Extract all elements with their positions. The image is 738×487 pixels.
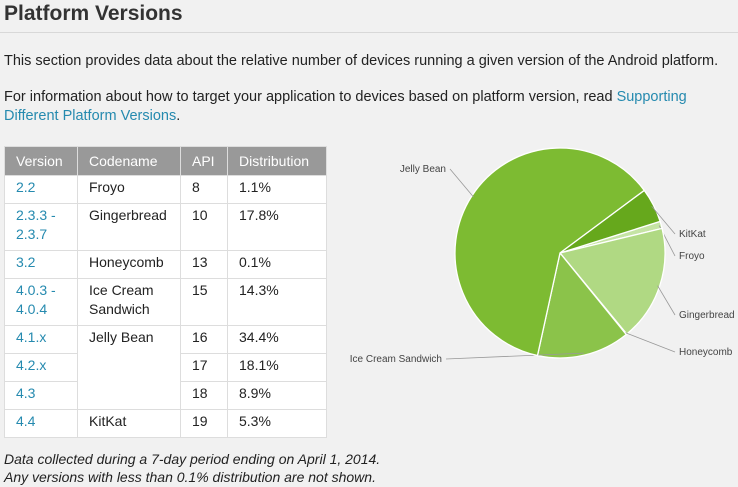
codename-cell: Froyo <box>77 175 181 204</box>
version-link[interactable]: 4.0.3 - 4.0.4 <box>16 282 56 317</box>
distribution-cell: 0.1% <box>227 250 327 279</box>
distribution-cell: 8.9% <box>227 381 327 410</box>
codename-cell: Ice Cream Sandwich <box>77 278 181 326</box>
table-row: 3.2 Honeycomb 13 0.1% <box>4 250 327 279</box>
data-collected-note: Data collected during a 7-day period end… <box>4 451 381 467</box>
api-cell: 13 <box>180 250 228 279</box>
pie-slice-gingerbread <box>558 227 666 335</box>
table-row: 4.2.x 17 18.1% <box>4 353 327 382</box>
table-row: 4.1.x Jelly Bean 16 34.4% <box>4 325 327 410</box>
header-version: Version <box>4 146 78 176</box>
distribution-cell: 17.8% <box>227 203 327 251</box>
version-cell: 4.3 <box>4 381 78 410</box>
leader-line-honeycomb <box>625 332 676 353</box>
slice-label-jelly-bean: Jelly Bean <box>400 164 446 175</box>
slice-label-kitkat: KitKat <box>679 229 706 240</box>
version-link[interactable]: 4.2.x <box>16 357 47 373</box>
pie-slice-jelly-bean <box>454 147 646 357</box>
info-suffix: . <box>176 108 181 124</box>
api-cell: 18 <box>180 381 228 410</box>
distribution-cell: 5.3% <box>227 409 327 438</box>
slice-label-honeycomb: Honeycomb <box>679 347 733 358</box>
version-link[interactable]: 3.2 <box>16 254 36 270</box>
slice-label-ice-cream-sandwich: Ice Cream Sandwich <box>350 354 442 365</box>
intro-text: This section provides data about the rel… <box>4 53 719 69</box>
header-distribution: Distribution <box>227 146 327 176</box>
api-cell: 17 <box>180 353 228 382</box>
version-cell: 2.3.3 - 2.3.7 <box>4 203 78 251</box>
distribution-pie-chart: Froyo Gingerbread Honeycomb Ice Cream Sandw… <box>350 147 735 365</box>
table-header-row: Version Codename API Distribution <box>4 146 327 176</box>
codename-cell: Gingerbread <box>77 203 181 251</box>
threshold-note: Any versions with less than 0.1% distrib… <box>4 469 376 485</box>
leader-line-jelly-bean <box>449 168 474 198</box>
header-codename: Codename <box>77 146 181 176</box>
version-cell: 3.2 <box>4 250 78 279</box>
table-row: 4.0.3 - 4.0.4 Ice Cream Sandwich 15 14.3… <box>4 278 327 326</box>
version-cell: 4.0.3 - 4.0.4 <box>4 278 78 326</box>
api-cell: 19 <box>180 409 228 438</box>
slice-label-froyo: Froyo <box>679 251 705 262</box>
api-cell: 8 <box>180 175 228 204</box>
page-title: Platform Versions <box>4 2 183 25</box>
version-cell: 2.2 <box>4 175 78 204</box>
info-prefix: For information about how to target your… <box>4 89 617 105</box>
versions-table: Version Codename API Distribution 2.2 Fr… <box>4 146 327 438</box>
version-link[interactable]: 4.4 <box>16 413 36 429</box>
table-row: 4.3 18 8.9% <box>4 381 327 410</box>
title-divider <box>0 32 738 33</box>
codename-cell: KitKat <box>77 409 181 438</box>
distribution-cell: 34.4% <box>227 325 327 354</box>
version-cell: 4.4 <box>4 409 78 438</box>
version-link[interactable]: 2.2 <box>16 179 36 195</box>
header-api: API <box>180 146 228 176</box>
leader-line-ice-cream-sandwich <box>445 352 584 360</box>
table-row: 4.4 KitKat 19 5.3% <box>4 409 327 438</box>
pie-slice-kitkat <box>559 189 661 254</box>
distribution-cell: 14.3% <box>227 278 327 326</box>
version-link[interactable]: 4.3 <box>16 385 36 401</box>
pie-slice-ice-cream-sandwich <box>536 251 628 359</box>
table-row: 2.2 Froyo 8 1.1% <box>4 175 327 204</box>
leader-line-gingerbread <box>657 285 676 316</box>
version-cell: 4.2.x <box>4 353 78 382</box>
info-text: For information about how to target your… <box>4 88 736 126</box>
distribution-cell: 18.1% <box>227 353 327 382</box>
api-cell: 15 <box>180 278 228 326</box>
table-row: 2.3.3 - 2.3.7 Gingerbread 10 17.8% <box>4 203 327 251</box>
api-cell: 10 <box>180 203 228 251</box>
distribution-cell: 1.1% <box>227 175 327 204</box>
api-cell: 16 <box>180 325 228 354</box>
version-link[interactable]: 2.3.3 - 2.3.7 <box>16 207 56 242</box>
leader-line-kitkat <box>651 205 676 235</box>
supporting-versions-link[interactable]: Supporting Different Platform Versions <box>4 89 687 124</box>
codename-cell: Jelly Bean <box>77 325 181 410</box>
codename-cell: Honeycomb <box>77 250 181 279</box>
version-link[interactable]: 4.1.x <box>16 329 47 345</box>
version-cell: 4.1.x <box>4 325 78 354</box>
slice-label-gingerbread: Gingerbread <box>679 310 735 321</box>
